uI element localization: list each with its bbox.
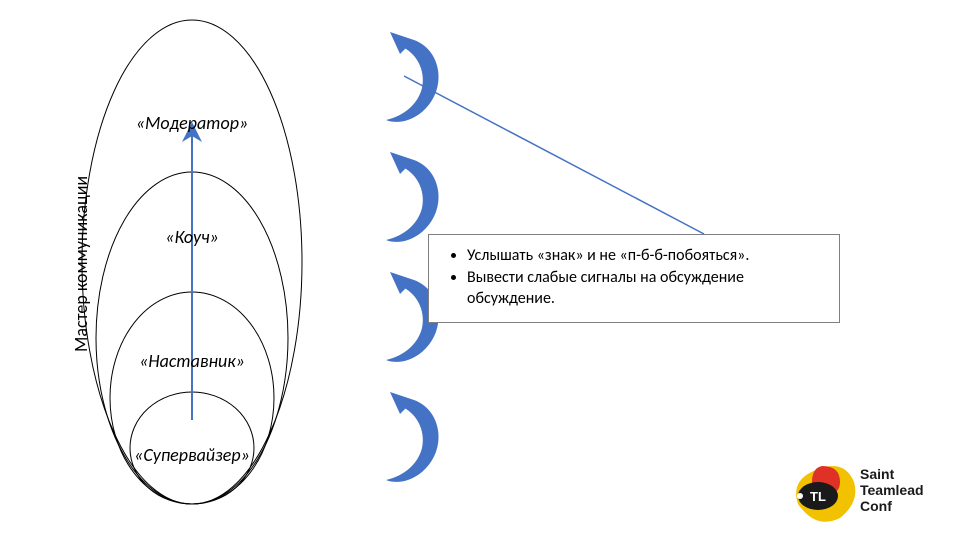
label-coach: «Коуч» — [165, 226, 219, 248]
label-supervisor: «Супервайзер» — [134, 444, 250, 466]
logo-tl-mark: TL — [810, 489, 826, 504]
label-moderator: «Модератор» — [136, 112, 248, 134]
callout-bullet-2: Вывести слабые сигналы на обсуждение обс… — [467, 267, 825, 310]
logo-text-line-2: Teamlead — [860, 482, 924, 498]
conference-logo: TL Saint Teamlead Conf — [788, 460, 938, 526]
logo-dot — [797, 493, 803, 499]
label-mentor: «Наставник» — [139, 350, 245, 372]
logo-text: Saint Teamlead Conf — [860, 466, 924, 514]
callout-bullet-1: Услышать «знак» и не «п-б-б-побояться». — [467, 245, 825, 267]
logo-text-line-1: Saint — [860, 466, 924, 482]
logo-text-line-3: Conf — [860, 498, 924, 514]
callout-box: Услышать «знак» и не «п-б-б-побояться». … — [428, 234, 840, 323]
